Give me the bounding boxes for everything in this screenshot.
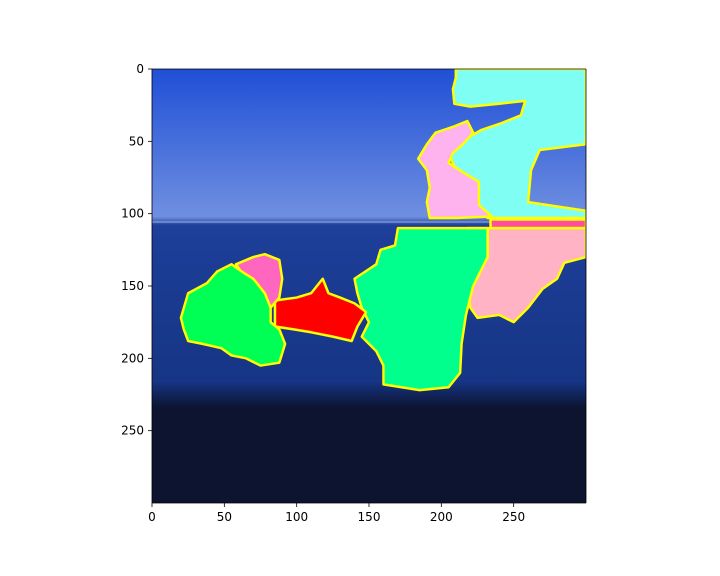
segment-region-6: [273, 277, 368, 343]
segment-region-8: [179, 263, 287, 367]
segment-overlays: [179, 69, 586, 392]
y-tick-label: 200: [121, 351, 144, 365]
segment-region-2: [416, 119, 494, 220]
image-plot-area: [152, 69, 586, 503]
x-tick-label: 150: [358, 510, 381, 524]
y-tick-label: 150: [121, 279, 144, 293]
segment-region-5: [353, 226, 489, 392]
x-tick-label: 50: [217, 510, 232, 524]
x-tick-label: 250: [502, 510, 525, 524]
y-tick-label: 100: [121, 207, 144, 221]
x-tick-label: 200: [430, 510, 453, 524]
y-tick-label: 0: [136, 62, 144, 76]
y-tick-label: 50: [129, 134, 144, 148]
segment-region-3: [489, 218, 586, 230]
x-tick-label: 0: [148, 510, 156, 524]
y-tick-label: 250: [121, 424, 144, 438]
segment-region-1: [448, 69, 586, 220]
x-tick-label: 100: [285, 510, 308, 524]
x-axis-ticks: 0 50 100 150 200 250: [148, 503, 525, 524]
y-axis-ticks: 0 50 100 150 200 250: [121, 62, 152, 438]
